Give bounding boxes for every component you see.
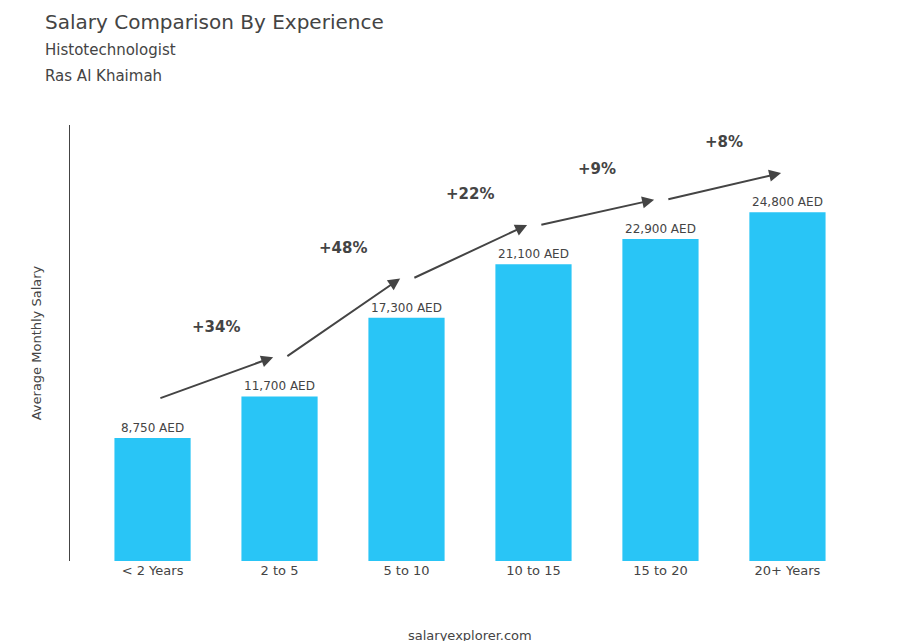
- svg-text:8,750 AED: 8,750 AED: [121, 421, 184, 435]
- svg-text:+48%: +48%: [319, 239, 367, 257]
- svg-text:21,100 AED: 21,100 AED: [498, 247, 569, 261]
- svg-text:20+ Years: 20+ Years: [755, 563, 821, 578]
- svg-text:Salary Comparison By Experienc: Salary Comparison By ExperienceHistotech…: [45, 10, 384, 85]
- svg-text:22,900 AED: 22,900 AED: [625, 222, 696, 236]
- svg-text:Average Monthly Salary: Average Monthly Salary: [29, 265, 44, 420]
- svg-text:2 to 5: 2 to 5: [261, 563, 299, 578]
- svg-text:17,300 AED: 17,300 AED: [371, 301, 442, 315]
- svg-text:24,800 AED: 24,800 AED: [752, 195, 823, 209]
- svg-text:5 to 10: 5 to 10: [383, 563, 429, 578]
- svg-text:+8%: +8%: [705, 133, 743, 151]
- svg-text:11,700 AED: 11,700 AED: [244, 379, 315, 393]
- svg-text:15 to 20: 15 to 20: [633, 563, 687, 578]
- svg-text:salaryexplorer.com: salaryexplorer.com: [408, 628, 532, 641]
- svg-text:+34%: +34%: [192, 318, 240, 336]
- svg-text:+22%: +22%: [446, 185, 494, 203]
- svg-text:+9%: +9%: [578, 160, 616, 178]
- svg-text:< 2 Years: < 2 Years: [122, 563, 184, 578]
- svg-text:10 to 15: 10 to 15: [506, 563, 560, 578]
